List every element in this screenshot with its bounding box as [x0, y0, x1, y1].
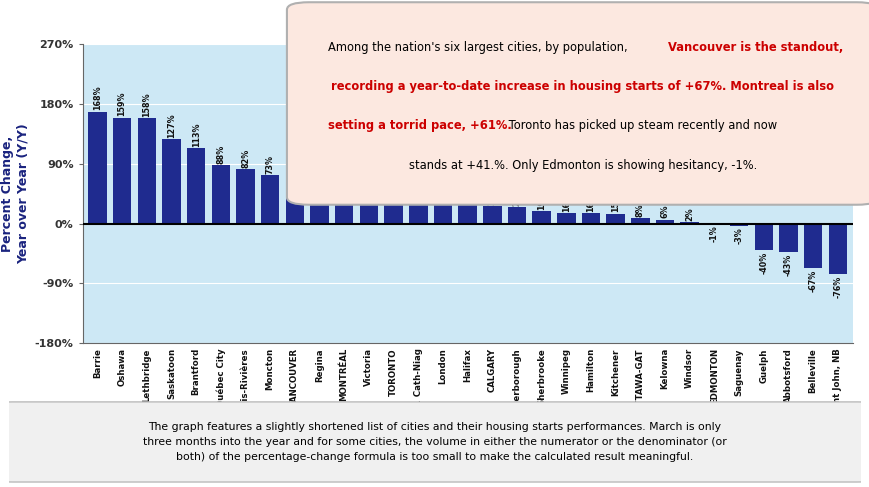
Bar: [285, 179, 304, 224]
Text: 113%: 113%: [191, 123, 201, 147]
FancyBboxPatch shape: [0, 402, 869, 482]
Bar: [162, 139, 181, 224]
FancyBboxPatch shape: [287, 2, 869, 205]
Bar: [310, 181, 328, 224]
Bar: [482, 206, 501, 224]
Bar: [581, 213, 600, 224]
Bar: [779, 224, 797, 252]
Text: 26%: 26%: [488, 186, 496, 205]
Bar: [384, 196, 402, 224]
Bar: [729, 224, 747, 225]
Bar: [187, 149, 205, 224]
Bar: [211, 165, 229, 224]
Bar: [88, 112, 107, 224]
Bar: [335, 183, 353, 224]
Text: 33%: 33%: [462, 181, 472, 200]
Text: 6%: 6%: [660, 205, 669, 218]
Text: 168%: 168%: [93, 86, 102, 111]
Bar: [827, 224, 846, 274]
Text: 33%: 33%: [438, 181, 447, 200]
Bar: [458, 202, 476, 224]
Text: -40%: -40%: [759, 251, 767, 274]
Text: 67%: 67%: [290, 159, 299, 178]
Bar: [113, 118, 131, 224]
Bar: [359, 187, 378, 224]
Bar: [680, 222, 698, 224]
Text: Among the nation's six largest cities, by population,: Among the nation's six largest cities, b…: [328, 41, 631, 54]
Text: stands at +41.%. Only Edmonton is showing hesitancy, -1%.: stands at +41.%. Only Edmonton is showin…: [408, 159, 756, 172]
Bar: [655, 220, 673, 224]
Text: 158%: 158%: [143, 93, 151, 117]
Bar: [803, 224, 821, 268]
Text: -67%: -67%: [807, 269, 817, 292]
Bar: [433, 202, 452, 224]
Text: -43%: -43%: [783, 253, 792, 276]
Text: 73%: 73%: [265, 154, 275, 173]
Text: 64%: 64%: [315, 161, 323, 180]
Text: 159%: 159%: [117, 92, 127, 116]
Text: 25%: 25%: [512, 187, 521, 206]
Text: 19%: 19%: [536, 190, 546, 209]
Text: setting a torrid pace, +61%.: setting a torrid pace, +61%.: [328, 119, 511, 132]
Bar: [606, 213, 624, 224]
Text: 55%: 55%: [364, 167, 373, 186]
Bar: [408, 200, 427, 224]
Text: 82%: 82%: [241, 149, 249, 168]
Text: 127%: 127%: [167, 113, 176, 138]
Bar: [532, 211, 550, 224]
Text: -3%: -3%: [733, 227, 743, 244]
Bar: [507, 207, 526, 224]
Text: 41%: 41%: [388, 176, 398, 195]
Text: 16%: 16%: [561, 192, 570, 211]
Bar: [753, 224, 773, 250]
X-axis label: Census Metropolitan Areas (CMAs): Census Metropolitan Areas (CMAs): [331, 424, 603, 437]
Bar: [630, 218, 649, 224]
Text: 35%: 35%: [414, 180, 422, 199]
Text: 88%: 88%: [216, 144, 225, 164]
Text: 61%: 61%: [340, 163, 348, 182]
Bar: [261, 175, 279, 224]
Text: -1%: -1%: [709, 225, 718, 242]
Y-axis label: Percent Change,
Year over Year (Y/Y): Percent Change, Year over Year (Y/Y): [1, 123, 30, 264]
Text: Toronto has picked up steam recently and now: Toronto has picked up steam recently and…: [504, 119, 776, 132]
Text: recording a year-to-date increase in housing starts of +67%. Montreal is also: recording a year-to-date increase in hou…: [331, 80, 833, 93]
Text: 16%: 16%: [586, 192, 594, 211]
Text: Vancouver is the standout,: Vancouver is the standout,: [667, 41, 843, 54]
Text: 8%: 8%: [635, 203, 644, 217]
Bar: [556, 213, 575, 224]
Text: 2%: 2%: [685, 207, 693, 221]
Bar: [236, 169, 255, 224]
Text: -76%: -76%: [833, 276, 841, 298]
Text: 15%: 15%: [611, 193, 620, 212]
Bar: [137, 118, 156, 224]
Text: The graph features a slightly shortened list of cities and their housing starts : The graph features a slightly shortened …: [143, 422, 726, 462]
